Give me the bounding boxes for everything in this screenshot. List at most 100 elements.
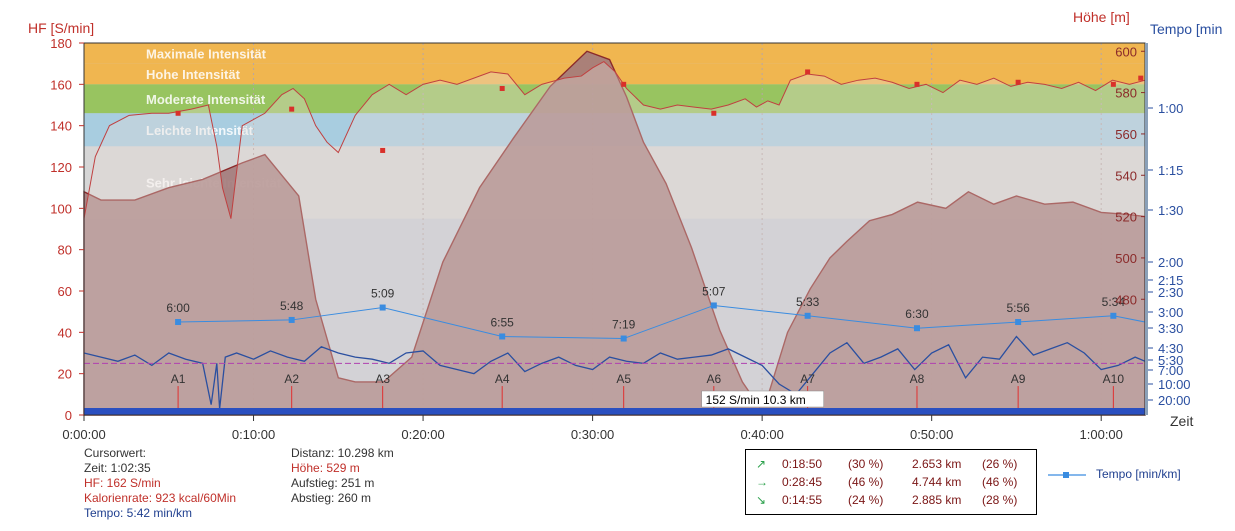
intensity-zone-label: Leichte Intensität	[146, 123, 254, 138]
heart-rate-marker	[621, 81, 627, 87]
lap-marker-label: A1	[171, 372, 186, 386]
lap-marker-label: A7	[800, 372, 815, 386]
heart-rate-line	[83, 60, 1146, 219]
summary-row-uphill: ↗ 0:18:50 (30 %) 2.653 km (26 %)	[746, 456, 1036, 472]
heart-rate-marker	[914, 81, 920, 87]
cursor-tooltip-text: 152 S/min 10.3 km	[706, 393, 806, 407]
cursor-ascent: Aufstieg: 251 m	[291, 476, 375, 490]
x-tick-label: 0:40:00	[740, 427, 783, 442]
x-tick-label: 0:20:00	[401, 427, 444, 442]
hr-tick-label: 160	[50, 77, 72, 92]
cursor-values-panel: Cursorwert: Zeit: 1:02:35 HF: 162 S/min …	[84, 446, 236, 521]
pace-tick-label: 5:30	[1158, 353, 1183, 368]
lap-marker-label: A10	[1103, 372, 1125, 386]
cursor-distance: Distanz: 10.298 km	[291, 446, 394, 460]
cadence-line	[83, 335, 1146, 409]
pace-tick-label: 2:15	[1158, 273, 1183, 288]
pace-marker	[379, 304, 386, 311]
hr-tick-label: 180	[50, 36, 72, 51]
elevation-tick-label: 600	[1115, 44, 1137, 59]
lap-marker-label: A9	[1011, 372, 1026, 386]
pace-marker	[710, 302, 717, 309]
elevation-tick-label: 520	[1115, 210, 1137, 225]
downhill-arrow-icon: ↘	[756, 493, 767, 507]
pace-marker-label: 5:48	[280, 299, 304, 313]
x-tick-label: 0:30:00	[571, 427, 614, 442]
cursor-elevation: Höhe: 529 m	[291, 461, 360, 475]
pace-marker	[1110, 312, 1117, 319]
lap-marker-label: A2	[284, 372, 299, 386]
intensity-zone-band	[84, 43, 1145, 64]
legend-pace-swatch	[1048, 472, 1086, 478]
summary-time-pct: (46 %)	[848, 475, 884, 489]
pace-marker-label: 5:56	[1006, 301, 1030, 315]
hr-tick-label: 40	[58, 325, 72, 340]
legend-pace-label: Tempo [min/km]	[1096, 467, 1181, 481]
pace-tick-label: 2:00	[1158, 255, 1183, 270]
pace-marker-label: 5:09	[371, 287, 395, 301]
hr-tick-label: 120	[50, 160, 72, 175]
pace-tick-label: 3:30	[1158, 321, 1183, 336]
summary-time-pct: (24 %)	[848, 493, 884, 507]
heart-rate-marker	[499, 85, 505, 91]
pace-marker-label: 5:34	[1102, 295, 1126, 309]
heart-rate-marker	[175, 110, 181, 116]
hr-tick-label: 140	[50, 119, 72, 134]
heart-rate-marker	[289, 106, 295, 112]
elevation-tick-label: 480	[1115, 292, 1137, 307]
pace-tick-label: 4:30	[1158, 341, 1183, 356]
climb-summary-box: ↗ 0:18:50 (30 %) 2.653 km (26 %) → 0:28:…	[745, 449, 1037, 515]
x-tick-label: 0:10:00	[232, 427, 275, 442]
summary-distance: 2.885 km	[912, 493, 962, 507]
pace-tick-label: 2:30	[1158, 285, 1183, 300]
hr-tick-label: 0	[65, 408, 72, 423]
pace-tick-label: 1:00	[1158, 101, 1183, 116]
pace-marker-label: 6:30	[905, 307, 929, 321]
hr-tick-label: 60	[58, 284, 72, 299]
heart-rate-marker	[1138, 75, 1144, 81]
cursor-pace: Tempo: 5:42 min/km	[84, 506, 193, 520]
cursor-values-panel-2: Distanz: 10.298 km Höhe: 529 m Aufstieg:…	[291, 446, 394, 506]
elevation-tick-label: 500	[1115, 251, 1137, 266]
right-axis-strip	[1145, 43, 1148, 415]
x-tick-label: 1:00:00	[1080, 427, 1123, 442]
pace-marker-label: 6:55	[491, 315, 515, 329]
hr-tick-label: 100	[50, 201, 72, 216]
hr-axis-title: HF [S/min]	[28, 20, 94, 36]
x-tick-label: 0:50:00	[910, 427, 953, 442]
pace-marker	[620, 335, 627, 342]
distance-bar	[84, 408, 1145, 415]
pace-tick-label: 10:00	[1158, 377, 1191, 392]
summary-distance-pct: (26 %)	[982, 457, 1018, 471]
elevation-tick-label: 580	[1115, 86, 1137, 101]
x-tick-label: 0:00:00	[62, 427, 105, 442]
pace-marker	[288, 316, 295, 323]
pace-marker	[913, 325, 920, 332]
summary-distance: 2.653 km	[912, 457, 962, 471]
pace-marker	[1015, 319, 1022, 325]
lap-marker-label: A6	[706, 372, 721, 386]
elevation-axis-title: Höhe [m]	[1073, 9, 1130, 25]
lap-marker-label: A3	[375, 372, 390, 386]
intensity-zone-label: Moderate Intensität	[146, 92, 266, 107]
intensity-zone-label: Hohe Intensität	[146, 67, 241, 82]
pace-tick-label: 1:30	[1158, 203, 1183, 218]
pace-axis-title: Tempo [min	[1150, 21, 1222, 37]
pace-tick-label: 3:00	[1158, 305, 1183, 320]
hr-tick-label: 80	[58, 243, 72, 258]
cursor-descent: Abstieg: 260 m	[291, 491, 372, 505]
summary-row-flat: → 0:28:45 (46 %) 4.744 km (46 %)	[746, 474, 1036, 490]
uphill-arrow-icon: ↗	[756, 457, 767, 471]
summary-distance-pct: (28 %)	[982, 493, 1018, 507]
cursor-heart-rate: HF: 162 S/min	[84, 476, 161, 490]
pace-tick-label: 1:15	[1158, 163, 1183, 178]
lap-marker-label: A4	[495, 372, 510, 386]
pace-marker	[175, 319, 182, 325]
heart-rate-fill	[84, 61, 1145, 415]
intensity-zone-label: Maximale Intensität	[146, 46, 267, 61]
heart-rate-marker	[1110, 81, 1116, 87]
pace-marker	[804, 312, 811, 319]
pace-marker-label: 6:00	[166, 301, 190, 315]
lap-marker-label: A5	[616, 372, 631, 386]
